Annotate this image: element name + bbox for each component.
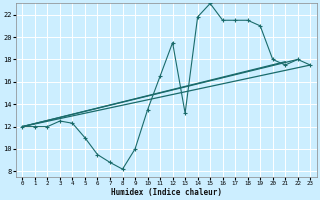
X-axis label: Humidex (Indice chaleur): Humidex (Indice chaleur) — [111, 188, 222, 197]
